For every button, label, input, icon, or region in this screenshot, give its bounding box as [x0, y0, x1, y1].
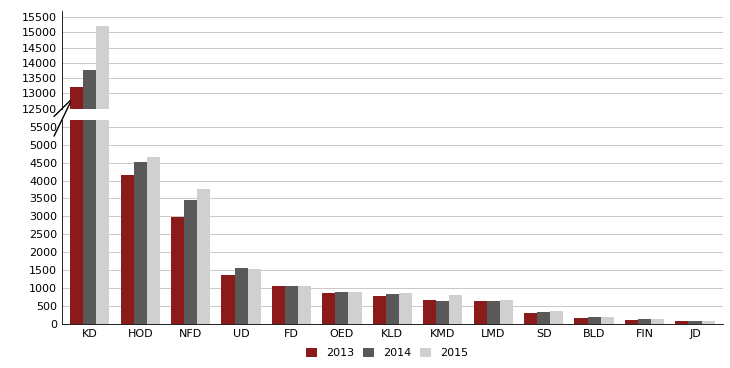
Bar — [399, 293, 412, 324]
Bar — [702, 321, 715, 324]
Bar — [688, 321, 702, 324]
Bar — [83, 0, 96, 324]
Bar — [285, 286, 298, 324]
Legend: 2013, 2014, 2015: 2013, 2014, 2015 — [301, 343, 472, 362]
Bar — [197, 190, 210, 324]
Bar — [625, 319, 638, 324]
Bar — [588, 317, 601, 324]
Bar — [70, 87, 83, 368]
Bar — [373, 296, 386, 324]
Bar — [171, 217, 184, 324]
Bar — [437, 301, 450, 324]
Bar — [120, 363, 134, 368]
Bar — [83, 70, 96, 368]
Bar — [575, 318, 588, 324]
Bar — [348, 292, 361, 324]
Bar — [335, 292, 348, 324]
Bar — [96, 0, 109, 324]
Bar — [386, 294, 399, 324]
Bar — [247, 269, 261, 324]
Bar — [134, 351, 147, 368]
Bar — [96, 26, 109, 368]
Bar — [272, 286, 285, 324]
Bar — [120, 175, 134, 324]
Bar — [322, 293, 335, 324]
Bar — [134, 162, 147, 324]
Bar — [221, 276, 234, 324]
Bar — [651, 319, 664, 324]
Bar — [298, 286, 311, 324]
Bar — [474, 301, 487, 324]
Bar — [550, 311, 564, 324]
Bar — [537, 312, 550, 324]
Bar — [638, 319, 651, 324]
Bar — [675, 321, 688, 324]
Bar — [450, 295, 463, 324]
Bar — [500, 300, 513, 324]
Bar — [524, 313, 537, 324]
Bar — [184, 200, 197, 324]
Bar — [234, 268, 247, 324]
Bar — [423, 300, 437, 324]
Bar — [147, 157, 160, 324]
Bar — [601, 317, 614, 324]
Bar — [70, 0, 83, 324]
Bar — [487, 301, 500, 324]
Bar — [147, 348, 160, 368]
